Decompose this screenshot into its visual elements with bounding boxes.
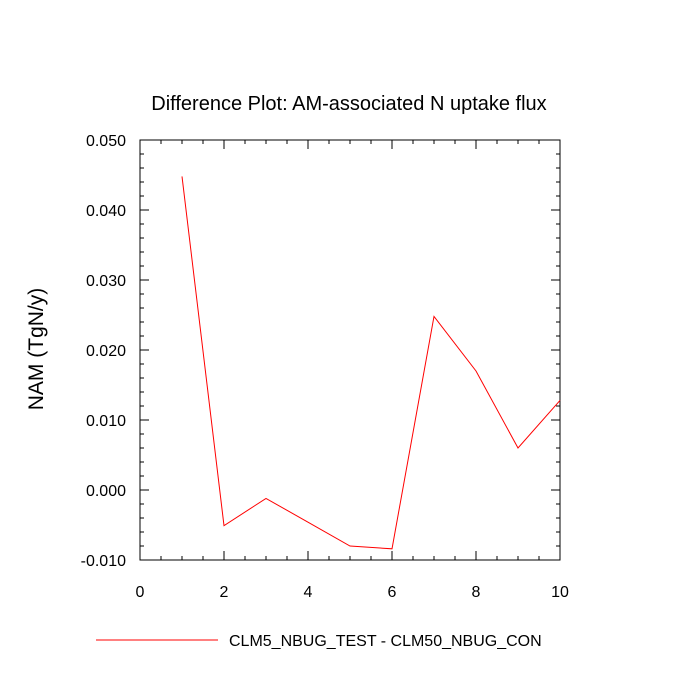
axis-ticks: 0 2 4 6 8 10 -0.010 0.000 0.010 0.020 0.030 0.040 0.… [81,133,569,601]
x-tick-label: 10 [551,584,569,601]
legend-label: CLM5_NBUG_TEST - CLM50_NBUG_CON [229,633,542,650]
y-tick-label: 0.050 [86,133,126,150]
y-tick-label: 0.010 [86,413,126,430]
y-tick-label: 0.040 [86,203,126,220]
y-tick-label: 0.030 [86,273,126,290]
x-tick-label: 6 [388,584,397,601]
y-tick-label: 0.000 [86,483,126,500]
chart-title: Difference Plot: AM-associated N uptake … [151,93,546,115]
y-tick-label: 0.020 [86,343,126,360]
series-line [181,176,561,550]
x-tick-label: 2 [220,584,229,601]
legend: CLM5_NBUG_TEST - CLM50_NBUG_CON [96,633,542,650]
x-tick-label: 0 [136,584,145,601]
x-tick-label: 4 [304,584,313,601]
series-layer [181,176,561,550]
x-tick-label: 8 [472,584,481,601]
plot-frame [139,139,561,561]
y-tick-label: -0.010 [81,553,126,570]
y-axis-label: NAM (TgN/y) [25,288,48,411]
